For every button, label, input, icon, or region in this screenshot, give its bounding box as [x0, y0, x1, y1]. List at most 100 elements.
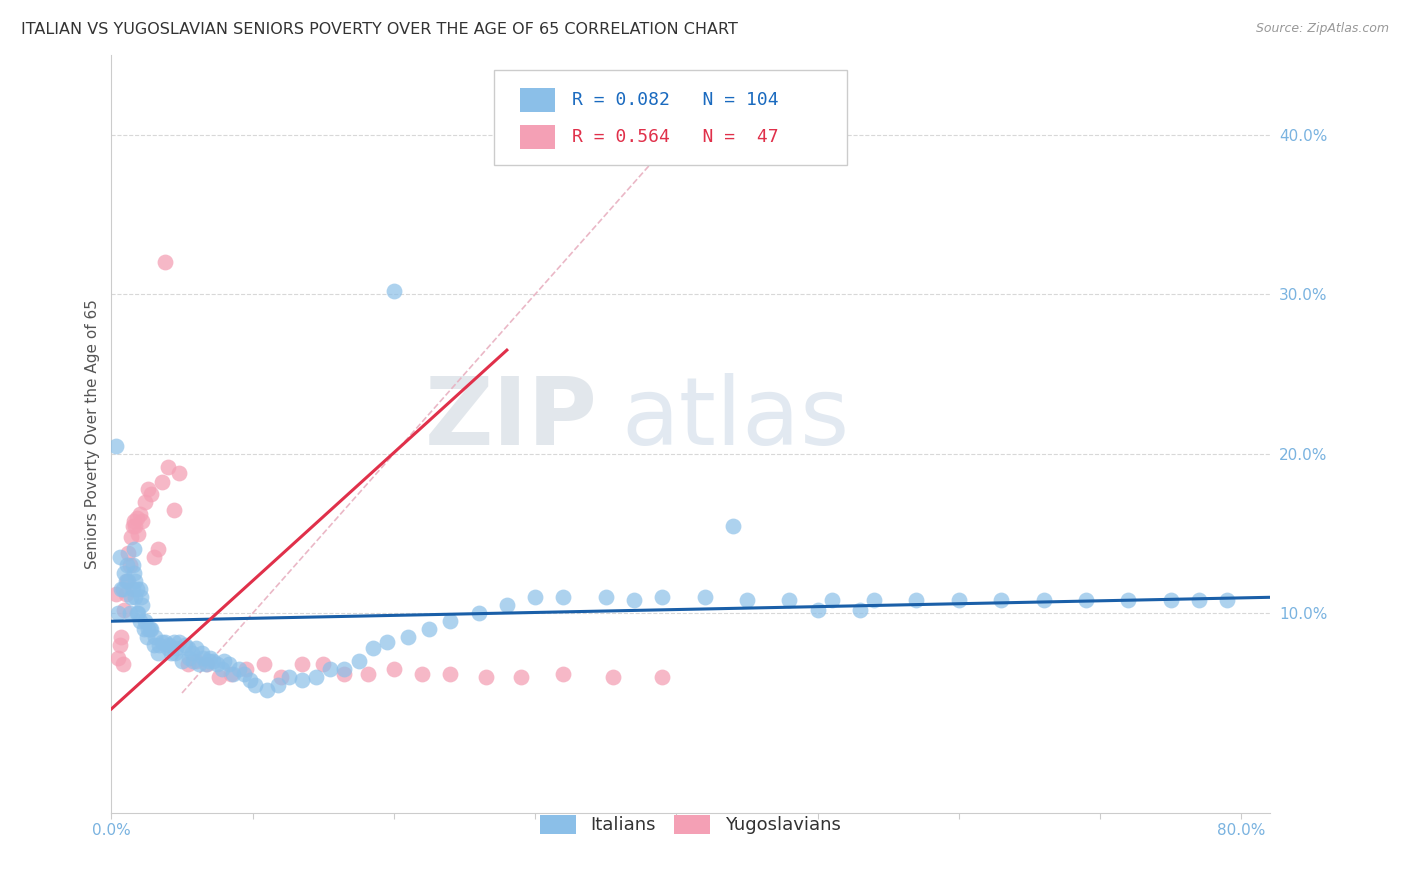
Point — [132, 622, 155, 636]
Point — [124, 518, 146, 533]
Point — [110, 630, 132, 644]
Point — [1116, 593, 1139, 607]
Point — [150, 635, 173, 649]
Point — [104, 439, 127, 453]
Point — [495, 599, 517, 613]
Point — [651, 591, 673, 605]
Point — [361, 641, 384, 656]
Text: R = 0.564   N =  47: R = 0.564 N = 47 — [572, 128, 779, 145]
Point — [114, 587, 136, 601]
Bar — [520, 125, 555, 149]
Point — [134, 494, 156, 508]
Point — [256, 682, 278, 697]
Point — [278, 670, 301, 684]
Point — [905, 593, 928, 607]
Point — [115, 574, 138, 589]
Point — [1032, 593, 1054, 607]
Point — [202, 654, 225, 668]
Point — [245, 678, 267, 692]
Point — [1188, 593, 1211, 607]
Point — [108, 638, 131, 652]
Point — [121, 558, 143, 573]
Point — [176, 657, 198, 672]
Point — [127, 526, 149, 541]
Point — [270, 670, 292, 684]
Point — [467, 606, 489, 620]
Point — [253, 657, 276, 672]
Point — [375, 635, 398, 649]
Point — [267, 678, 290, 692]
Point — [107, 606, 129, 620]
Point — [146, 542, 169, 557]
Point — [124, 574, 146, 589]
Point — [117, 574, 139, 589]
Point — [221, 666, 243, 681]
Point — [228, 662, 250, 676]
Point — [162, 502, 184, 516]
Point — [124, 591, 146, 605]
Point — [122, 514, 145, 528]
Point — [118, 606, 141, 620]
Point — [108, 550, 131, 565]
Point — [111, 657, 134, 672]
Point — [127, 606, 149, 620]
Point — [291, 673, 314, 688]
Point — [112, 566, 135, 581]
Point — [214, 654, 236, 668]
Point — [312, 657, 335, 672]
Point — [139, 486, 162, 500]
Point — [118, 558, 141, 573]
FancyBboxPatch shape — [494, 70, 846, 165]
Point — [211, 662, 233, 676]
Point — [651, 670, 673, 684]
Point — [142, 550, 165, 565]
Point — [357, 666, 380, 681]
Point — [347, 654, 370, 668]
Point — [131, 599, 153, 613]
Point — [197, 657, 219, 672]
Point — [125, 606, 148, 620]
Y-axis label: Seniors Poverty Over the Age of 65: Seniors Poverty Over the Age of 65 — [86, 299, 100, 569]
Point — [170, 654, 193, 668]
Bar — [520, 88, 555, 112]
Point — [125, 582, 148, 597]
Point — [135, 630, 157, 644]
Point — [165, 641, 187, 656]
Legend: Italians, Yugoslavians: Italians, Yugoslavians — [529, 805, 852, 846]
Point — [117, 546, 139, 560]
Point — [138, 622, 160, 636]
Point — [291, 657, 314, 672]
Point — [121, 518, 143, 533]
Point — [553, 666, 575, 681]
Point — [333, 662, 356, 676]
Point — [382, 662, 405, 676]
Point — [128, 508, 150, 522]
Point — [418, 622, 440, 636]
Point — [148, 638, 170, 652]
Point — [110, 582, 132, 597]
Point — [153, 635, 176, 649]
Point — [207, 657, 229, 672]
Point — [159, 646, 181, 660]
Point — [111, 582, 134, 597]
Point — [153, 255, 176, 269]
Point — [524, 591, 547, 605]
Point — [131, 514, 153, 528]
Point — [188, 657, 211, 672]
Point — [134, 614, 156, 628]
Point — [121, 582, 143, 597]
Point — [156, 641, 179, 656]
Point — [319, 662, 342, 676]
Point — [150, 475, 173, 490]
Point — [112, 603, 135, 617]
Point — [173, 638, 195, 652]
Point — [136, 622, 159, 636]
Point — [139, 622, 162, 636]
Point — [778, 593, 800, 607]
Point — [806, 603, 828, 617]
Point — [162, 635, 184, 649]
Point — [553, 591, 575, 605]
Point — [198, 654, 221, 668]
Point — [623, 593, 645, 607]
Point — [129, 591, 152, 605]
